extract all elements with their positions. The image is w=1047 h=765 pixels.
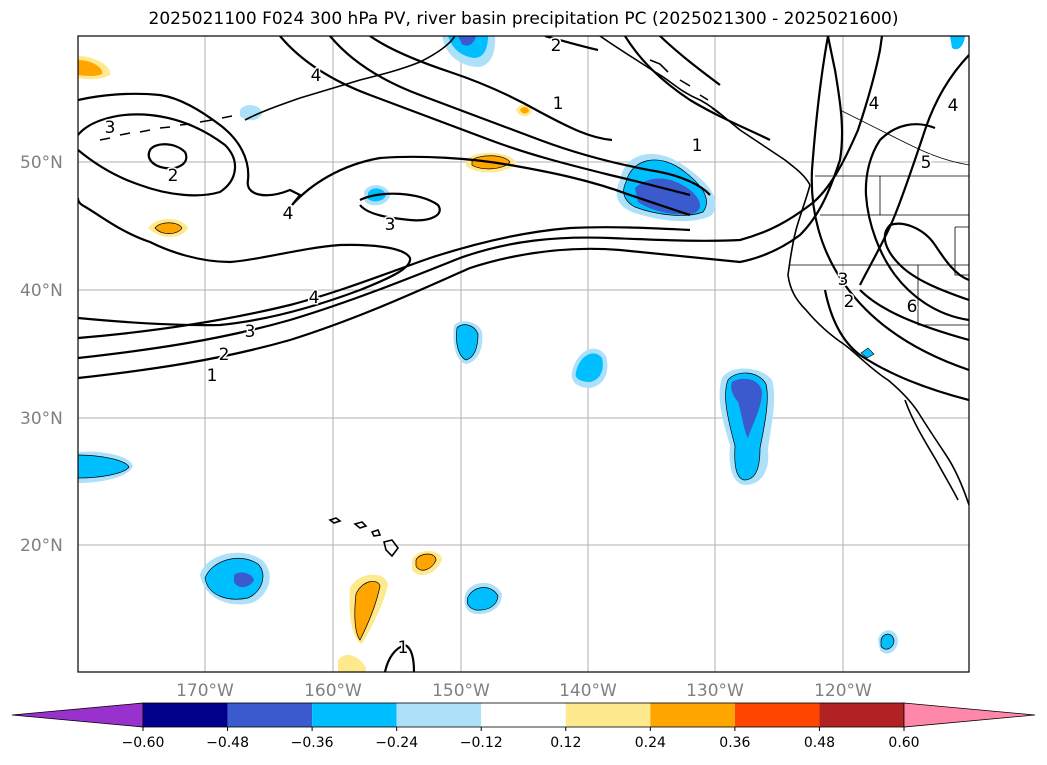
- contour-label: 3: [245, 322, 256, 342]
- lon-label-160w: 160°W: [304, 681, 362, 701]
- contour-label: 6: [907, 297, 918, 317]
- colorbar: −0.60 −0.48 −0.36 −0.24 −0.12 0.12 0.24 0.36 0.4…: [11, 702, 1036, 751]
- colorbar-tick-label: 0.60: [888, 735, 919, 751]
- contour-label: 1: [398, 638, 409, 658]
- colorbar-tick-label: 0.36: [719, 735, 750, 751]
- colorbar-tick-label: 0.24: [635, 735, 666, 751]
- map-title: 2025021100 F024 300 hPa PV, river basin …: [148, 9, 899, 29]
- lat-label-40n: 40°N: [20, 281, 63, 301]
- colorbar-tick-label: −0.48: [206, 735, 249, 751]
- contour-label: 4: [869, 94, 880, 114]
- contour-label: 1: [692, 136, 703, 156]
- precip-outlines: [78, 155, 895, 650]
- political-borders: [790, 109, 969, 326]
- colorbar-tick-label: −0.60: [122, 735, 165, 751]
- contour-label: 1: [207, 366, 218, 386]
- colorbar-tick-label: 0.12: [550, 735, 581, 751]
- latitude-labels: 50°N 40°N 30°N 20°N: [20, 153, 63, 556]
- colorbar-ticks: −0.60 −0.48 −0.36 −0.24 −0.12 0.12 0.24 0.36 0.4…: [122, 727, 920, 751]
- colorbar-tick-label: −0.36: [291, 735, 334, 751]
- colorbar-segment: [143, 703, 228, 727]
- colorbar-under-arrow: [11, 702, 144, 728]
- colorbar-segment: [565, 703, 651, 727]
- lon-label-130w: 130°W: [686, 681, 744, 701]
- contour-label: 2: [844, 292, 855, 312]
- colorbar-segment: [227, 703, 313, 727]
- lon-label-170w: 170°W: [176, 681, 234, 701]
- colorbar-segment: [819, 703, 904, 727]
- colorbar-tick-label: −0.12: [460, 735, 503, 751]
- longitude-labels: 170°W 160°W 150°W 140°W 130°W 120°W: [176, 681, 872, 701]
- contour-label: 2: [219, 345, 230, 365]
- pv-contours: [78, 36, 969, 672]
- contour-label: 3: [838, 270, 849, 290]
- lat-label-20n: 20°N: [20, 536, 63, 556]
- contour-label: 4: [283, 204, 294, 224]
- contour-label: 3: [385, 215, 396, 235]
- lat-label-30n: 30°N: [20, 409, 63, 429]
- colorbar-tick-label: 0.48: [804, 735, 835, 751]
- colorbar-segment: [650, 703, 735, 727]
- colorbar-segment: [734, 703, 820, 727]
- contour-label: 1: [553, 94, 564, 114]
- contour-label: 5: [921, 153, 932, 173]
- colorbar-over-arrow: [903, 702, 1036, 728]
- lon-label-120w: 120°W: [814, 681, 872, 701]
- colorbar-segments: [142, 702, 905, 728]
- contour-label-layer: 3 2 4 3 4 3 2 1 2 1 4 1 4 5 3 2 6 1 4: [103, 36, 960, 660]
- contour-label: 3: [105, 118, 116, 138]
- colorbar-segment: [396, 703, 482, 727]
- contour-label: 2: [168, 166, 179, 186]
- contour-label: 2: [551, 36, 562, 56]
- colorbar-segment: [312, 703, 397, 727]
- map-content: 3 2 4 3 4 3 2 1 2 1 4 1 4 5 3 2 6 1 4: [78, 36, 969, 672]
- coastlines: [99, 36, 969, 558]
- colorbar-tick-label: −0.24: [375, 735, 418, 751]
- lon-label-150w: 150°W: [432, 681, 490, 701]
- contour-label: 4: [311, 66, 322, 86]
- lat-label-50n: 50°N: [20, 153, 63, 173]
- map-frame: [77, 35, 970, 673]
- colorbar-segment: [481, 703, 566, 727]
- contour-label: 4: [948, 96, 959, 116]
- contour-label: 4: [309, 288, 320, 308]
- lon-label-140w: 140°W: [559, 681, 617, 701]
